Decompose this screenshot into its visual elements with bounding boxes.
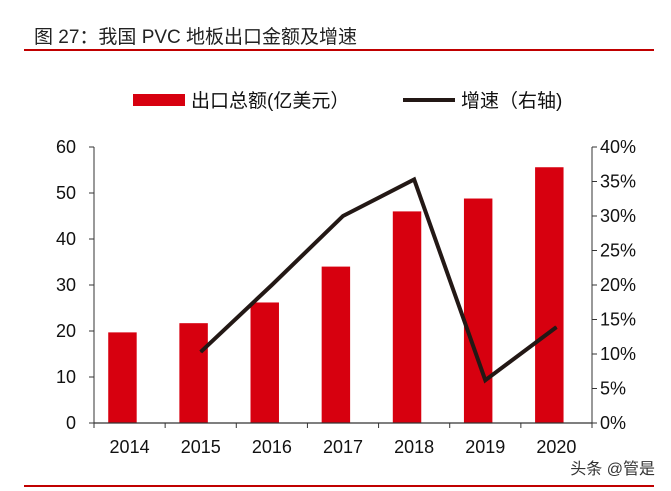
legend-line-swatch — [403, 97, 455, 102]
x-tick-label: 2018 — [394, 437, 434, 457]
title-rule — [24, 49, 654, 51]
right-tick-label: 0% — [600, 413, 626, 433]
figure-title: 图 27：我国 PVC 地板出口金额及增速 — [34, 27, 358, 48]
legend-bar-swatch — [133, 93, 185, 106]
x-tick-label: 2014 — [110, 437, 150, 457]
right-tick-label: 25% — [600, 241, 636, 261]
legend-bar: 出口总额(亿美元） — [133, 86, 349, 113]
growth-point-2020 — [555, 326, 557, 328]
left-tick-label: 30 — [56, 275, 76, 295]
growth-line — [199, 176, 558, 384]
x-tick-label: 2020 — [536, 437, 576, 457]
legend-line-label: 增速（右轴) — [461, 91, 563, 112]
growth-point-2015 — [200, 351, 202, 353]
left-tick-label: 60 — [56, 137, 76, 157]
bar-2015 — [179, 323, 208, 423]
x-tick-label: 2017 — [323, 437, 363, 457]
right-tick-label: 5% — [600, 379, 626, 399]
x-tick-label: 2019 — [465, 437, 505, 457]
bar-2019 — [463, 198, 493, 423]
bar-2014 — [108, 332, 137, 423]
bottom-rule — [24, 485, 654, 487]
left-tick-label: 20 — [56, 321, 76, 341]
left-tick-label: 0 — [66, 413, 76, 433]
legend-bar-label: 出口总额(亿美元） — [191, 91, 350, 112]
growth-point-2018 — [413, 178, 415, 180]
x-tick-label: 2016 — [252, 437, 292, 457]
growth-point-2019 — [484, 379, 486, 381]
left-tick-label: 10 — [56, 367, 76, 387]
bar-2018 — [392, 211, 422, 423]
legend-line: 增速（右轴) — [403, 86, 562, 113]
right-tick-label: 35% — [600, 172, 636, 192]
growth-point-2017 — [342, 215, 344, 217]
left-tick-label: 50 — [56, 183, 76, 203]
right-tick-label: 40% — [600, 137, 636, 157]
bar-2017 — [321, 266, 351, 423]
right-tick-label: 15% — [600, 310, 636, 330]
watermark: 头条 @管是 — [570, 461, 655, 478]
right-tick-label: 20% — [600, 275, 636, 295]
growth-point-2016 — [271, 284, 273, 286]
bar-2016 — [250, 302, 279, 423]
right-tick-label: 30% — [600, 206, 636, 226]
x-tick-label: 2015 — [181, 437, 221, 457]
right-tick-label: 10% — [600, 344, 636, 364]
bar-2020 — [535, 167, 564, 423]
left-tick-label: 40 — [56, 229, 76, 249]
